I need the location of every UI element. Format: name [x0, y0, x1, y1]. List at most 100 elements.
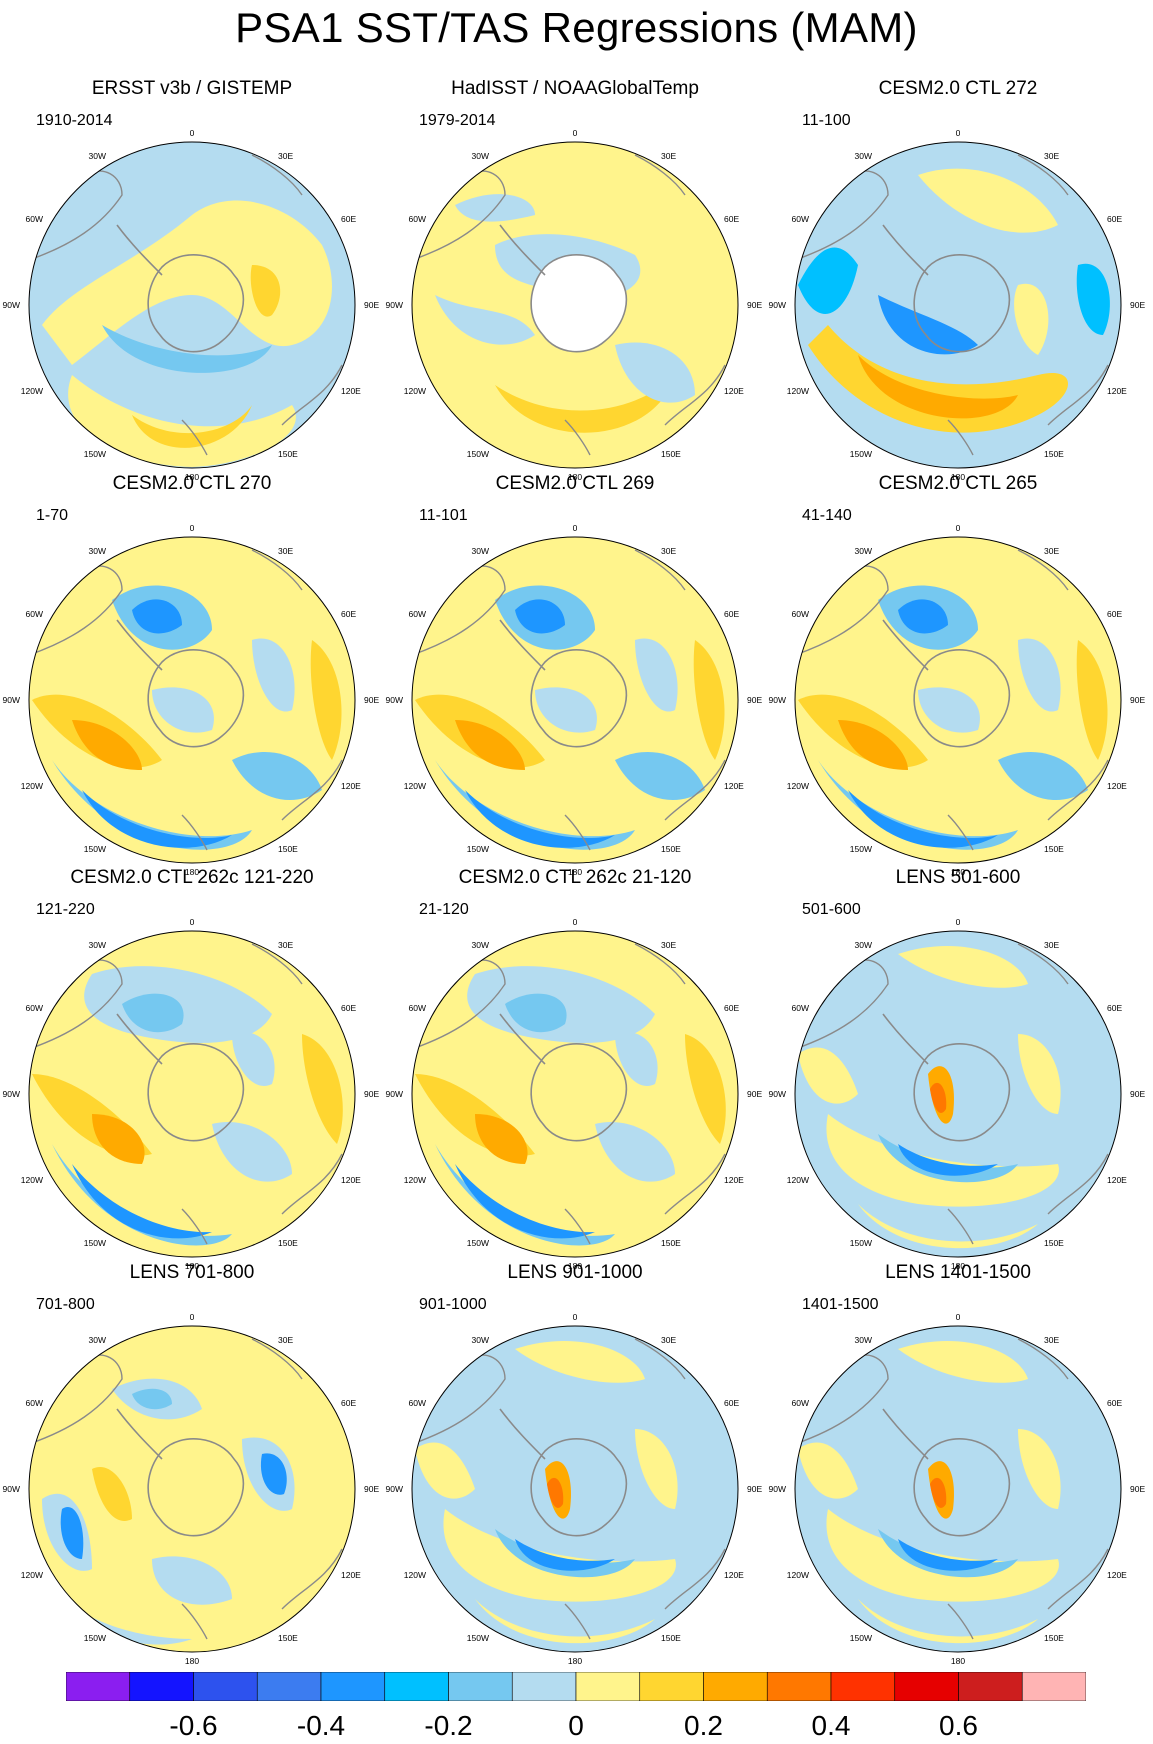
longitude-label: 0: [956, 523, 961, 533]
antarctica-outline: [147, 254, 245, 353]
panel-years: 21-120: [419, 901, 469, 918]
panel-title: LENS 701-800: [129, 1262, 255, 1283]
longitude-label: 180: [185, 1261, 199, 1271]
longitude-label: 0: [190, 1312, 195, 1322]
contour-region: [132, 405, 252, 448]
south-america-coast: [412, 959, 506, 1050]
contour-region: [918, 168, 1058, 233]
contour-region: [132, 1388, 172, 1410]
contour-region: [1076, 640, 1108, 760]
longitude-label: 60E: [1107, 214, 1122, 224]
longitude-label: 90W: [386, 695, 403, 705]
longitude-label: 60E: [724, 214, 739, 224]
colorbar-label: 0.6: [939, 1710, 978, 1741]
colorbar: [65, 1671, 1087, 1702]
contour-region: [505, 993, 567, 1033]
panel-years: 11-100: [802, 112, 851, 129]
contour-region: [465, 790, 615, 848]
contour-region: [1076, 263, 1110, 335]
contour-region: [495, 375, 675, 433]
polar-map: 0 30E 60E 90E 120E 150E 180 150W 120W 90W 60W 30W: [386, 917, 763, 1271]
contour-region: [515, 1340, 645, 1383]
polar-map: 0 30E 60E 90E 120E 150E 180 150W 120W 90W 60W 30W: [3, 523, 380, 877]
contour-region: [930, 1082, 947, 1113]
antarctic-peninsula: [116, 619, 163, 671]
contour-region: [415, 1442, 475, 1499]
colorbar-swatch: [511, 1671, 577, 1702]
longitude-label: 150E: [278, 844, 298, 854]
contour-region: [930, 1477, 947, 1508]
longitude-label: 120E: [341, 781, 361, 791]
colorbar-swatch: [894, 1671, 959, 1702]
longitude-label: 120E: [724, 1570, 744, 1580]
longitude-label: 30E: [278, 940, 293, 950]
longitude-label: 150E: [278, 449, 298, 459]
longitude-label: 30W: [472, 940, 489, 950]
colorbar-swatch: [1021, 1671, 1087, 1702]
contour-region: [122, 993, 184, 1033]
longitude-label: 30W: [855, 546, 872, 556]
longitude-label: 120E: [341, 1175, 361, 1185]
map-border: [411, 930, 739, 1258]
longitude-label: 30W: [855, 151, 872, 161]
antarctic-peninsula: [499, 1013, 546, 1065]
polar-map: 0 30E 60E 90E 120E 150E 180 150W 120W 90W 60W 30W: [3, 128, 380, 482]
africa-coast: [1017, 154, 1069, 196]
polar-map: 0 30E 60E 90E 120E 150E 180 150W 120W 90W 60W 30W: [769, 1312, 1146, 1666]
australia-coast: [1047, 1153, 1109, 1215]
panel-years: 701-800: [36, 1296, 95, 1313]
longitude-label: 150W: [467, 449, 489, 459]
longitude-label: 120W: [404, 386, 426, 396]
longitude-label: 90W: [3, 695, 20, 705]
longitude-label: 120W: [787, 1175, 809, 1185]
longitude-label: 120W: [21, 1570, 43, 1580]
longitude-label: 120W: [404, 1175, 426, 1185]
longitude-label: 150W: [84, 844, 106, 854]
longitude-label: 120E: [724, 386, 744, 396]
contour-region: [635, 638, 678, 712]
longitude-label: 120E: [1107, 781, 1127, 791]
longitude-label: 90E: [1130, 1484, 1145, 1494]
africa-coast: [251, 154, 303, 196]
antarctic-peninsula: [116, 1013, 163, 1065]
antarctic-peninsula: [499, 1408, 546, 1460]
south-america-coast: [795, 1354, 889, 1445]
africa-coast: [1017, 549, 1069, 591]
new-zealand-coast: [181, 419, 208, 456]
map-border: [794, 536, 1122, 864]
south-america-coast: [29, 565, 123, 656]
longitude-label: 180: [951, 1656, 965, 1666]
contour-region: [798, 1442, 858, 1499]
polar-map: 0 30E 60E 90E 120E 150E 180 150W 120W 90W 60W 30W: [769, 128, 1146, 482]
panel-years: 501-600: [802, 901, 861, 918]
panel-years: 1-70: [36, 507, 69, 524]
longitude-label: 120W: [787, 386, 809, 396]
longitude-label: 90E: [364, 300, 379, 310]
panel-title: CESM2.0 CTL 262c 21-120: [458, 867, 692, 888]
map-border: [28, 536, 356, 864]
africa-coast: [251, 943, 303, 985]
longitude-label: 90E: [747, 1089, 762, 1099]
africa-coast: [634, 549, 686, 591]
contour-region: [898, 1340, 1028, 1383]
contour-region: [455, 720, 525, 770]
colorbar-labels: -0.6 -0.4 -0.2 0 0.2 0.4 0.6: [66, 1710, 1086, 1744]
colorbar-swatch: [703, 1671, 768, 1702]
panel-years: 121-220: [36, 901, 95, 918]
australia-coast: [1047, 759, 1109, 821]
longitude-label: 150E: [1044, 449, 1064, 459]
longitude-label: 120E: [341, 386, 361, 396]
antarctica-outline: [913, 254, 1011, 353]
contour-region: [132, 599, 182, 634]
antarctica-outline: [530, 1438, 628, 1537]
south-america-coast: [29, 959, 123, 1050]
contour-region: [152, 687, 214, 733]
australia-coast: [1047, 364, 1109, 426]
contour-region: [68, 375, 296, 467]
new-zealand-coast: [564, 814, 591, 851]
australia-coast: [281, 759, 343, 821]
new-zealand-coast: [947, 814, 974, 851]
longitude-label: 60W: [26, 214, 43, 224]
africa-coast: [1017, 943, 1069, 985]
longitude-label: 150E: [1044, 844, 1064, 854]
